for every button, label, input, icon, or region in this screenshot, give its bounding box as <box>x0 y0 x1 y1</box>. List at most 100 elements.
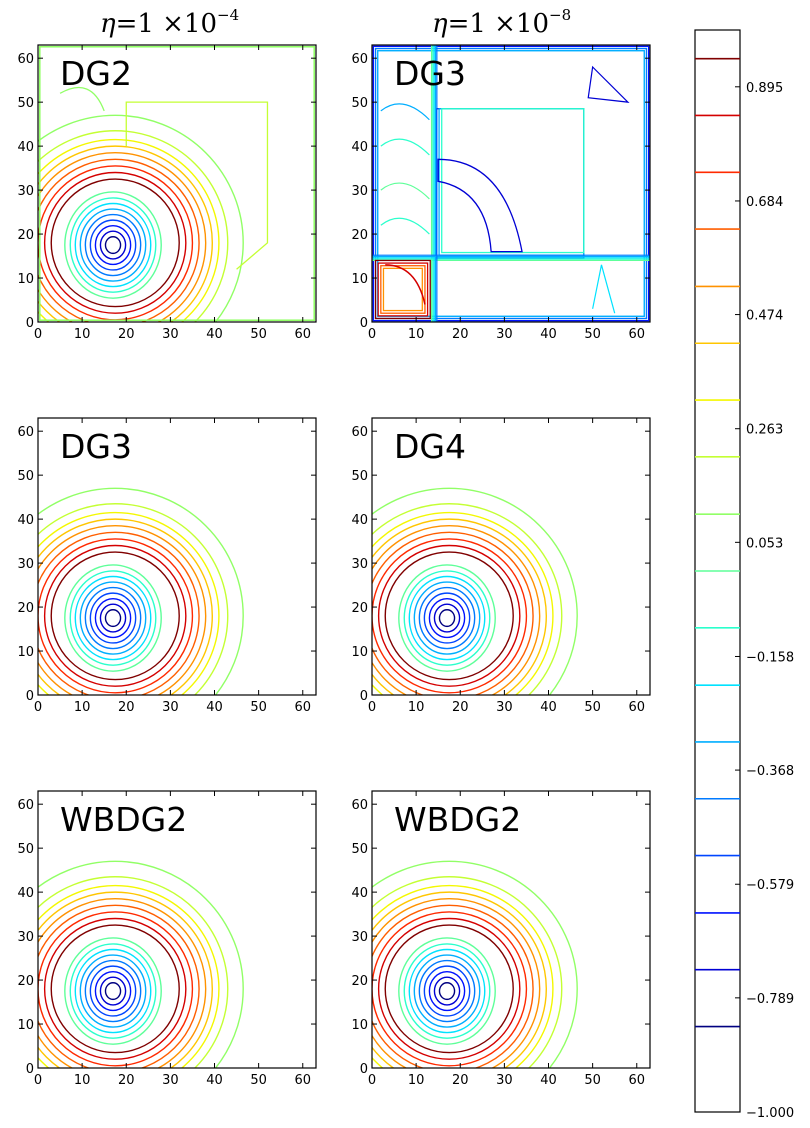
contour-line <box>38 525 207 695</box>
y-tick-label: 60 <box>351 425 368 440</box>
y-tick-label: 0 <box>360 1062 368 1077</box>
x-tick-label: 20 <box>452 327 469 342</box>
x-tick-label: 30 <box>496 327 513 342</box>
contour-line <box>433 603 461 633</box>
contour-line <box>377 50 645 317</box>
contour-line <box>372 891 547 1068</box>
contour-line <box>435 108 585 259</box>
contour-line <box>372 884 554 1068</box>
x-tick-label: 40 <box>206 700 223 715</box>
y-tick-label: 10 <box>351 1018 368 1033</box>
y-tick-label: 60 <box>17 425 34 440</box>
contour-line <box>377 917 521 1060</box>
contour-line <box>50 924 180 1054</box>
contour-line <box>38 876 229 1068</box>
panel-label: DG3 <box>394 54 466 93</box>
y-tick-label: 40 <box>17 140 34 155</box>
contour-line <box>398 937 496 1045</box>
x-tick-label: 0 <box>368 700 376 715</box>
y-tick-label: 20 <box>351 601 368 616</box>
contour-line <box>408 948 486 1034</box>
contour-line <box>38 503 229 695</box>
contour-line <box>380 182 430 200</box>
contour-line <box>38 884 220 1068</box>
contour-line <box>438 609 456 628</box>
y-tick-label: 0 <box>26 316 34 331</box>
contour-panel-6: 00 10 10 20 20 30 30 40 40 50 50 60 60 WBDG2 <box>351 790 651 1088</box>
contour-line <box>38 898 207 1068</box>
contour-line <box>38 45 316 322</box>
colorbar-tick-label: 0.474 <box>746 309 783 324</box>
contour-line <box>89 965 137 1017</box>
x-tick-label: 10 <box>408 327 425 342</box>
contour-line <box>74 948 152 1034</box>
contour-line <box>372 538 528 694</box>
y-tick-label: 50 <box>351 842 368 857</box>
contour-line <box>587 65 630 103</box>
contour-line <box>382 267 423 312</box>
contour-line <box>433 976 461 1006</box>
y-tick-label: 10 <box>351 645 368 660</box>
y-tick-label: 50 <box>17 469 34 484</box>
contour-line <box>38 538 194 694</box>
contour-line <box>99 230 127 260</box>
axes-frame <box>37 790 317 1069</box>
y-tick-label: 10 <box>17 272 34 287</box>
contour-line <box>372 45 650 322</box>
contour-line <box>38 158 200 322</box>
contour-line <box>408 575 486 661</box>
x-tick-label: 10 <box>74 1073 91 1088</box>
x-tick-label: 0 <box>368 1073 376 1088</box>
contour-line <box>413 954 481 1028</box>
contour-line <box>94 224 132 266</box>
contour-line <box>99 603 127 633</box>
contour-line <box>423 965 471 1017</box>
x-tick-label: 10 <box>74 700 91 715</box>
contour-line <box>69 197 157 293</box>
contour-line <box>59 86 105 112</box>
contour-line <box>372 518 547 695</box>
contour-line <box>372 860 578 1068</box>
contour-line <box>104 982 122 1001</box>
contour-panel-3: 00 10 10 20 20 30 30 40 40 50 50 60 60 DG3 <box>17 417 317 715</box>
contour-line <box>385 264 426 305</box>
column-title-1: η=1 ×10−4 <box>100 6 239 39</box>
x-tick-label: 20 <box>118 1073 135 1088</box>
y-tick-label: 40 <box>17 886 34 901</box>
panel-label: WBDG2 <box>394 800 521 839</box>
x-tick-label: 30 <box>496 700 513 715</box>
contour-line <box>125 101 269 270</box>
contour-line <box>89 592 137 644</box>
contour-line <box>38 114 244 322</box>
colorbar-tick-label: −0.789 <box>746 992 794 1007</box>
x-tick-label: 60 <box>294 700 311 715</box>
x-tick-label: 60 <box>628 327 645 342</box>
axes-frame <box>37 44 317 323</box>
x-tick-label: 0 <box>34 327 42 342</box>
contour-line <box>74 202 152 288</box>
y-tick-label: 0 <box>360 689 368 704</box>
y-tick-label: 30 <box>17 184 34 199</box>
contour-panel-4: 00 10 10 20 20 30 30 40 40 50 50 60 60 DG4 <box>351 417 651 715</box>
contour-line <box>380 265 426 314</box>
x-tick-label: 30 <box>162 327 179 342</box>
colorbar-tick-label: 0.053 <box>746 536 783 551</box>
contour-panel-1: 00 10 10 20 20 30 30 40 40 50 50 60 60 DG2 <box>17 44 317 342</box>
y-tick-label: 50 <box>351 469 368 484</box>
contour-line <box>38 904 200 1068</box>
contour-line <box>38 518 213 695</box>
contour-line <box>38 138 220 322</box>
colorbar-tick-label: −0.368 <box>746 764 794 779</box>
colorbar-tick-label: −1.000 <box>746 1106 794 1121</box>
y-tick-label: 40 <box>351 140 368 155</box>
contour-line <box>418 586 476 650</box>
contour-line <box>43 171 187 314</box>
contour-line <box>438 108 585 256</box>
x-tick-label: 10 <box>74 327 91 342</box>
contour-line <box>592 264 616 314</box>
contour-line <box>418 959 476 1023</box>
x-tick-label: 20 <box>452 700 469 715</box>
contour-line <box>372 487 578 695</box>
axes-frame <box>37 417 317 696</box>
